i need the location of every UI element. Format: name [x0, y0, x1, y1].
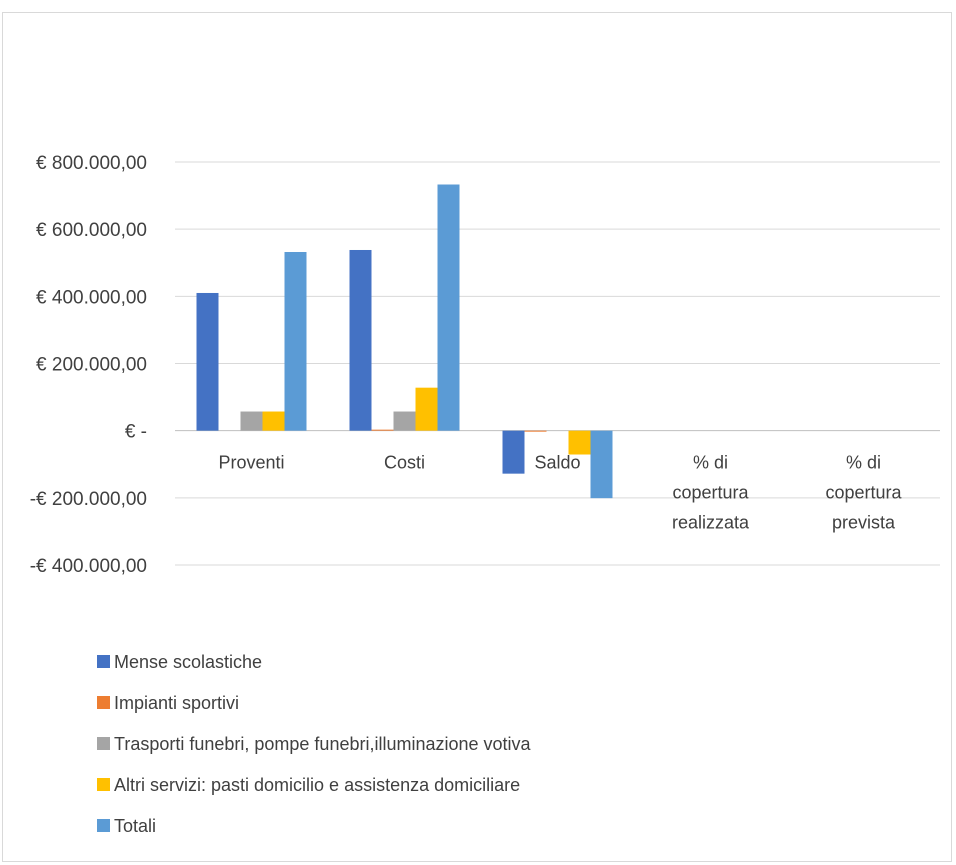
- category-label-line: copertura: [672, 483, 749, 503]
- legend-swatch: [97, 778, 110, 791]
- legend-label: Impianti sportivi: [114, 693, 239, 713]
- category-label: % di copertura realizzata: [672, 453, 750, 533]
- category-label: Costi: [384, 453, 425, 473]
- category-label-line: Saldo: [534, 453, 580, 473]
- bars: [196, 184, 613, 499]
- legend-swatch: [97, 655, 110, 668]
- y-axis-tick-labels: € 800.000,00 € 600.000,00 € 400.000,00 € 20…: [30, 153, 147, 577]
- legend: Mense scolastiche Impianti sportivi Traspo…: [97, 652, 532, 836]
- y-tick-label: € 800.000,00: [36, 153, 147, 174]
- category-label-line: % di: [693, 453, 728, 473]
- y-tick-label: € 400.000,00: [36, 287, 147, 308]
- legend-swatch: [97, 819, 110, 832]
- bar-impianti: [371, 429, 394, 431]
- legend-label: Altri servizi: pasti domicilio e assiste…: [114, 775, 520, 795]
- legend-label: Mense scolastiche: [114, 652, 262, 672]
- category-label: Proventi: [218, 453, 284, 473]
- y-tick-label: -€ 400.000,00: [30, 556, 147, 577]
- category-label-line: realizzata: [672, 513, 750, 533]
- bar-altri: [415, 387, 438, 431]
- legend-label: Totali: [114, 816, 156, 836]
- legend-label: Trasporti funebri, pompe funebri,illumin…: [114, 734, 532, 754]
- y-tick-label: € -: [125, 422, 147, 443]
- bar-mense: [196, 292, 219, 431]
- bar-mense: [502, 430, 525, 474]
- bar-altri: [262, 411, 285, 431]
- chart-area: [2, 12, 952, 862]
- bar-impianti: [524, 430, 547, 432]
- category-label-line: Costi: [384, 453, 425, 473]
- y-tick-label: € 600.000,00: [36, 220, 147, 241]
- bar-totali: [437, 184, 460, 431]
- bar-trasporti: [393, 411, 416, 431]
- bar-altri: [568, 430, 591, 455]
- category-labels: Proventi Costi Saldo % di copertura realizzat…: [218, 453, 902, 533]
- bar-trasporti: [240, 411, 263, 431]
- legend-swatch: [97, 737, 110, 750]
- y-tick-label: -€ 200.000,00: [30, 489, 147, 510]
- category-label-line: Proventi: [218, 453, 284, 473]
- bar-mense: [349, 249, 372, 431]
- y-tick-label: € 200.000,00: [36, 355, 147, 376]
- bar-totali: [590, 430, 613, 499]
- category-label-line: copertura: [825, 483, 902, 503]
- category-label-line: % di: [846, 453, 881, 473]
- category-label: % di copertura prevista: [825, 453, 902, 533]
- category-label-line: prevista: [832, 513, 896, 533]
- legend-swatch: [97, 696, 110, 709]
- bar-totali: [284, 252, 307, 431]
- category-label: Saldo: [534, 453, 580, 473]
